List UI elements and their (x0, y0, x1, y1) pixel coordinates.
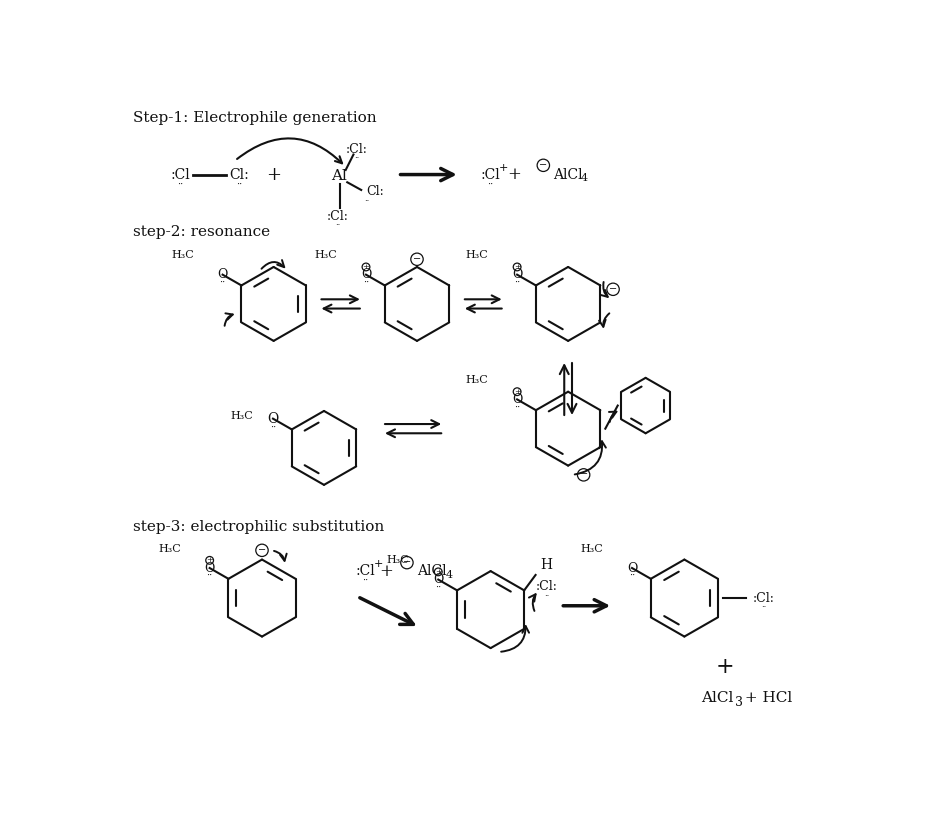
Text: ··: ·· (544, 592, 549, 600)
Text: +: + (513, 388, 521, 396)
Text: H₃C: H₃C (386, 555, 409, 565)
Text: step-3: electrophilic substitution: step-3: electrophilic substitution (133, 520, 383, 533)
Text: H₃C: H₃C (230, 411, 252, 420)
Text: :Cl:: :Cl: (535, 580, 557, 593)
Text: H₃C: H₃C (466, 375, 488, 385)
Text: O: O (512, 393, 522, 406)
Text: +: + (379, 563, 393, 580)
Text: O: O (361, 268, 371, 281)
Text: −: − (609, 285, 617, 293)
Text: O: O (627, 562, 637, 575)
Text: ··: ·· (270, 423, 276, 432)
Text: :Cl:: :Cl: (327, 210, 349, 223)
Text: ··: ·· (514, 402, 520, 411)
Text: + HCl: + HCl (740, 691, 792, 705)
Text: :Cl:: :Cl: (345, 142, 367, 155)
Text: ··: ·· (488, 180, 493, 189)
Text: +: + (507, 166, 521, 183)
Text: ··: ·· (436, 583, 441, 592)
Text: ··: ·· (362, 576, 368, 585)
Text: −: − (539, 161, 548, 170)
Text: +: + (435, 567, 441, 576)
Text: ··: ·· (363, 278, 369, 287)
Text: ··: ·· (177, 180, 184, 189)
Text: O: O (512, 268, 522, 281)
Text: :Cl:: :Cl: (753, 592, 774, 605)
Text: Cl:: Cl: (366, 185, 384, 198)
Text: step-2: resonance: step-2: resonance (133, 224, 270, 238)
Text: ··: ·· (761, 603, 766, 611)
Text: :Cl: :Cl (171, 167, 191, 181)
Text: H₃C: H₃C (314, 250, 337, 260)
Text: ··: ·· (354, 154, 359, 163)
Text: +: + (266, 166, 281, 184)
Text: H₃C: H₃C (158, 544, 180, 554)
Text: H₃C: H₃C (581, 544, 604, 554)
Text: ··: ·· (335, 221, 341, 229)
Text: H: H (540, 558, 552, 572)
Text: ··: ·· (235, 180, 242, 189)
Text: O: O (204, 562, 214, 575)
Text: −: − (258, 546, 266, 554)
Text: −: − (580, 471, 587, 480)
Text: ··: ·· (514, 278, 520, 287)
Text: 4: 4 (581, 173, 587, 184)
Text: +: + (513, 263, 521, 271)
Text: 4: 4 (446, 570, 453, 580)
Text: +: + (716, 656, 734, 678)
Text: ··: ·· (207, 572, 213, 580)
Text: ··: ·· (364, 197, 369, 205)
Text: ··: ·· (219, 278, 226, 287)
Text: +: + (363, 263, 369, 271)
Text: 3: 3 (735, 695, 743, 708)
Text: O: O (268, 411, 279, 426)
Text: O: O (433, 573, 443, 586)
Text: Cl:: Cl: (229, 167, 249, 181)
Text: Al: Al (331, 169, 347, 183)
Text: +: + (206, 556, 214, 564)
Text: AlCl: AlCl (552, 167, 583, 181)
Text: O: O (217, 268, 228, 281)
Text: −: − (413, 254, 421, 263)
Text: AlCl: AlCl (701, 691, 734, 705)
Text: −: − (403, 559, 411, 567)
Text: +: + (498, 163, 508, 172)
Text: ··: ·· (629, 572, 635, 580)
Text: H₃C: H₃C (171, 250, 194, 260)
Text: Step-1: Electrophile generation: Step-1: Electrophile generation (133, 111, 376, 125)
Text: AlCl: AlCl (417, 564, 447, 578)
Text: :Cl: :Cl (481, 167, 500, 181)
Text: +: + (374, 559, 383, 569)
Text: :Cl: :Cl (355, 564, 375, 578)
Text: H₃C: H₃C (466, 250, 488, 260)
